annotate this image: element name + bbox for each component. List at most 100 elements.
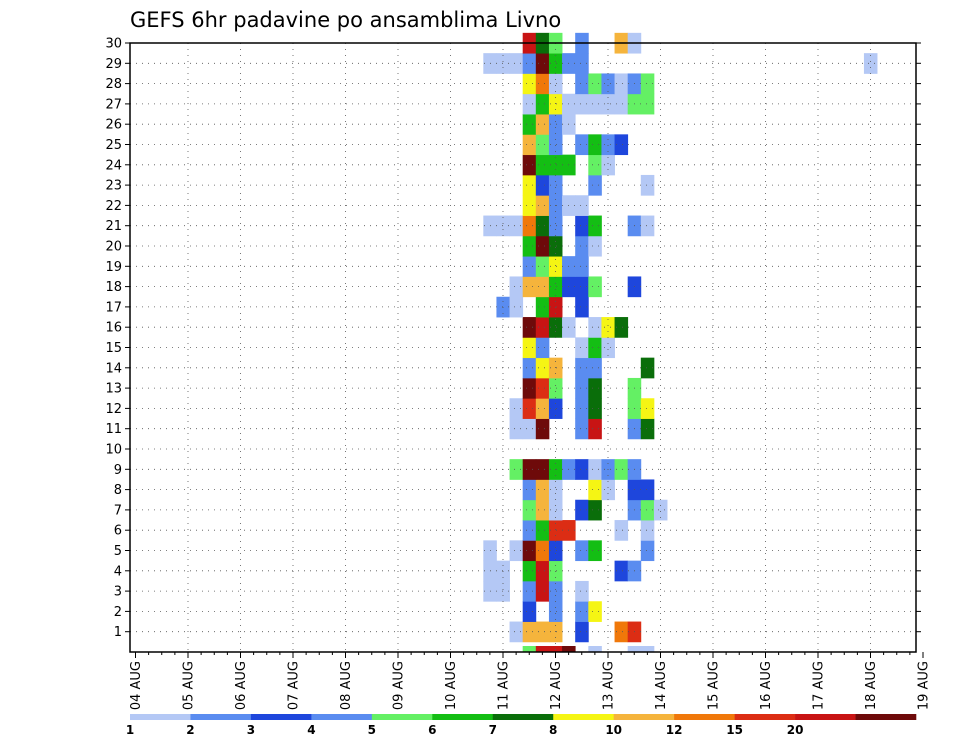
heatmap-cell (548, 601, 563, 622)
heatmap-cell (535, 114, 550, 135)
heatmap-cell (588, 134, 602, 156)
heatmap-cell (548, 114, 563, 135)
heatmap-cell (509, 215, 524, 237)
heatmap-cell (575, 53, 589, 74)
heatmap-cell (575, 134, 589, 156)
y-tick-label: 6 (114, 524, 122, 539)
colorbar-segment (130, 714, 191, 720)
y-tick-label: 15 (105, 341, 122, 356)
x-axis: 04 AUG 05 AUG 06 AUG 07 AUG 08 AUG 09 AUG 10 A… (129, 652, 932, 710)
heatmap-cell (522, 114, 537, 135)
y-tick-label: 12 (105, 402, 122, 417)
heatmap-cell (509, 296, 524, 318)
heatmap-cell (548, 154, 563, 176)
heatmap-cell (535, 418, 550, 440)
heatmap-cell (548, 73, 563, 95)
heatmap-cell (522, 621, 537, 643)
heatmap-cell (548, 235, 563, 257)
heatmap-cell (601, 337, 615, 359)
heatmap-cell (640, 520, 655, 541)
heatmap-cell (522, 215, 537, 237)
heatmap-cell (548, 215, 563, 237)
x-tick-label: 09 AUG (392, 661, 407, 710)
heatmap-cell (588, 276, 602, 298)
heatmap-cell (640, 540, 655, 562)
heatmap-cell (522, 377, 537, 399)
x-tick-label: 06 AUG (234, 661, 249, 710)
y-tick-label: 11 (105, 422, 122, 437)
heatmap-cell (601, 317, 615, 338)
heatmap-cell (548, 317, 563, 338)
y-tick-label: 4 (114, 564, 122, 579)
heatmap-cell (588, 601, 602, 622)
colorbar-label: 12 (666, 723, 683, 737)
colorbar-label: 3 (247, 723, 255, 737)
heatmap-cell (548, 580, 563, 602)
y-tick-label: 13 (105, 382, 122, 397)
y-tick-label: 7 (114, 503, 122, 518)
y-tick-label: 10 (105, 443, 122, 458)
heatmap-cell (509, 418, 524, 440)
heatmap-cell (575, 499, 589, 521)
heatmap-cell (535, 621, 550, 643)
heatmap-cell (601, 73, 615, 95)
heatmap-cell (588, 154, 602, 176)
heatmap-cell (575, 215, 589, 237)
heatmap-cell (575, 580, 589, 602)
heatmap-cell (575, 195, 589, 216)
colorbar-label: 7 (489, 723, 497, 737)
heatmap-cell (601, 154, 615, 176)
heatmap-cell (640, 398, 655, 419)
colorbar-label: 8 (549, 723, 557, 737)
heatmap-cell (509, 276, 524, 298)
heatmap-cell (535, 540, 550, 562)
chart-title: GEFS 6hr padavine po ansamblima Livno (130, 8, 561, 32)
x-tick-label: 08 AUG (339, 661, 354, 710)
colorbar-segment (734, 714, 796, 720)
heatmap-cell (535, 646, 550, 653)
heatmap-cell (522, 520, 537, 541)
colorbar-segment (492, 714, 554, 720)
y-tick-label: 5 (114, 544, 122, 559)
y-tick-label: 29 (105, 57, 122, 72)
heatmap-cell (522, 540, 537, 562)
heatmap-cell (535, 235, 550, 257)
x-tick-label: 13 AUG (602, 661, 617, 710)
heatmap-cell (522, 174, 537, 196)
colorbar-segment (371, 714, 433, 720)
heatmap-cell (509, 398, 524, 419)
heatmap-cell (640, 93, 655, 115)
heatmap-cell (535, 195, 550, 216)
heatmap-cell (640, 646, 655, 653)
colorbar-label: 2 (186, 723, 194, 737)
heatmap-cell (863, 53, 878, 74)
colorbar-segment (795, 714, 856, 720)
heatmap-cell (575, 337, 589, 359)
heatmap-cell (522, 398, 537, 419)
heatmap-cell (627, 646, 642, 653)
colorbar-label: 4 (307, 723, 315, 737)
heatmap-cell (548, 93, 563, 115)
colorbar-label: 10 (605, 723, 622, 737)
heatmap-cell (535, 580, 550, 602)
colorbar: 1 2 3 4 5 6 7 8 10 12 15 20 (126, 714, 917, 737)
y-tick-label: 14 (105, 361, 122, 376)
heatmap-cell (535, 560, 550, 582)
heatmap-cell (496, 53, 510, 74)
heatmap-cell (522, 53, 537, 74)
heatmap-cell (535, 317, 550, 338)
y-tick-label: 3 (114, 585, 122, 600)
heatmap-cell (588, 479, 602, 501)
heatmap-cell (575, 398, 589, 419)
y-tick-label: 2 (114, 605, 122, 620)
heatmap-cell (535, 499, 550, 521)
y-tick-label: 26 (105, 118, 122, 133)
colorbar-segment (674, 714, 735, 720)
x-tick-label: 14 AUG (654, 661, 669, 710)
heatmap-cell (535, 53, 550, 74)
heatmap-cell (522, 317, 537, 338)
heatmap-cell (588, 540, 602, 562)
colorbar-segment (613, 714, 675, 720)
y-tick-label: 20 (105, 240, 122, 255)
heatmap-cell (548, 276, 563, 298)
